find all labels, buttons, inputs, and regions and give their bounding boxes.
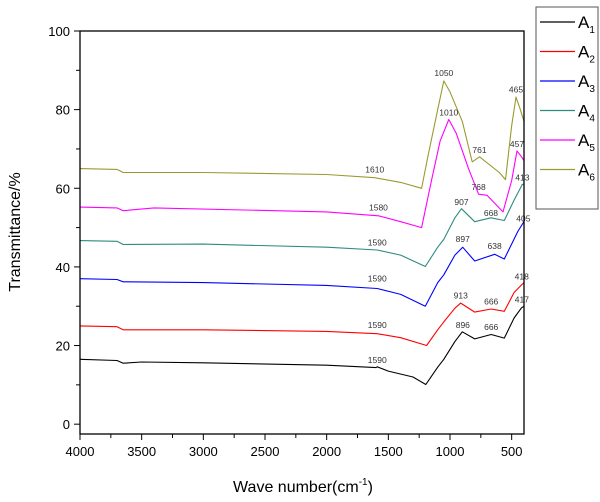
peak-label: 417: [515, 294, 529, 304]
peak-label: 907: [454, 197, 468, 207]
y-axis-label: Transmittance/%: [7, 172, 24, 291]
x-tick-label: 2000: [312, 444, 341, 459]
peak-label: 896: [456, 320, 470, 330]
peak-label: 418: [515, 271, 529, 281]
series-line-a4: [79, 183, 524, 268]
peak-label: 897: [456, 234, 470, 244]
x-axis-label: Wave number(cm-1): [233, 477, 373, 496]
peak-label: 1610: [365, 165, 384, 175]
x-axis: 4000 3500 3000 2500 2000 1500 1000 500: [66, 434, 523, 459]
x-tick-label: 500: [501, 444, 523, 459]
x-tick-label: 3500: [127, 444, 156, 459]
legend-box: [535, 6, 599, 210]
plot-frame: [79, 30, 525, 435]
peak-label: 638: [488, 241, 502, 251]
y-tick-label: 60: [56, 181, 70, 196]
peak-label: 465: [509, 85, 523, 95]
peak-label: 1590: [368, 237, 387, 247]
peak-label: 1050: [434, 68, 453, 78]
x-tick-label: 1000: [436, 444, 465, 459]
series-line-a3: [79, 221, 525, 307]
peak-label: 768: [472, 182, 486, 192]
series-line-a1: [79, 305, 525, 386]
peak-label: 1590: [368, 273, 387, 283]
series-layer: [79, 80, 525, 386]
series-line-a5: [79, 118, 525, 229]
y-tick-label: 40: [56, 260, 70, 275]
series-line-a6: [79, 80, 525, 189]
peak-label: 668: [484, 208, 498, 218]
x-tick-label: 4000: [66, 444, 95, 459]
peak-label: 666: [484, 296, 498, 306]
peak-label: 413: [515, 172, 529, 182]
y-tick-label: 20: [56, 339, 70, 354]
peak-label: 457: [510, 139, 524, 149]
series-line-a2: [79, 282, 525, 347]
x-tick-label: 2500: [251, 444, 280, 459]
peak-label: 666: [484, 322, 498, 332]
peak-label: 1590: [368, 320, 387, 330]
peak-label: 913: [454, 290, 468, 300]
x-tick-label: 1500: [374, 444, 403, 459]
peak-label: 1590: [368, 355, 387, 365]
peak-label: 1010: [439, 108, 458, 118]
peak-label: 761: [472, 145, 486, 155]
y-tick-label: 0: [63, 417, 70, 432]
peak-label: 1580: [369, 203, 388, 213]
x-tick-label: 3000: [189, 444, 218, 459]
y-axis: 0 20 40 60 80 100: [48, 24, 80, 432]
y-tick-label: 80: [56, 103, 70, 118]
y-tick-label: 100: [48, 24, 70, 39]
